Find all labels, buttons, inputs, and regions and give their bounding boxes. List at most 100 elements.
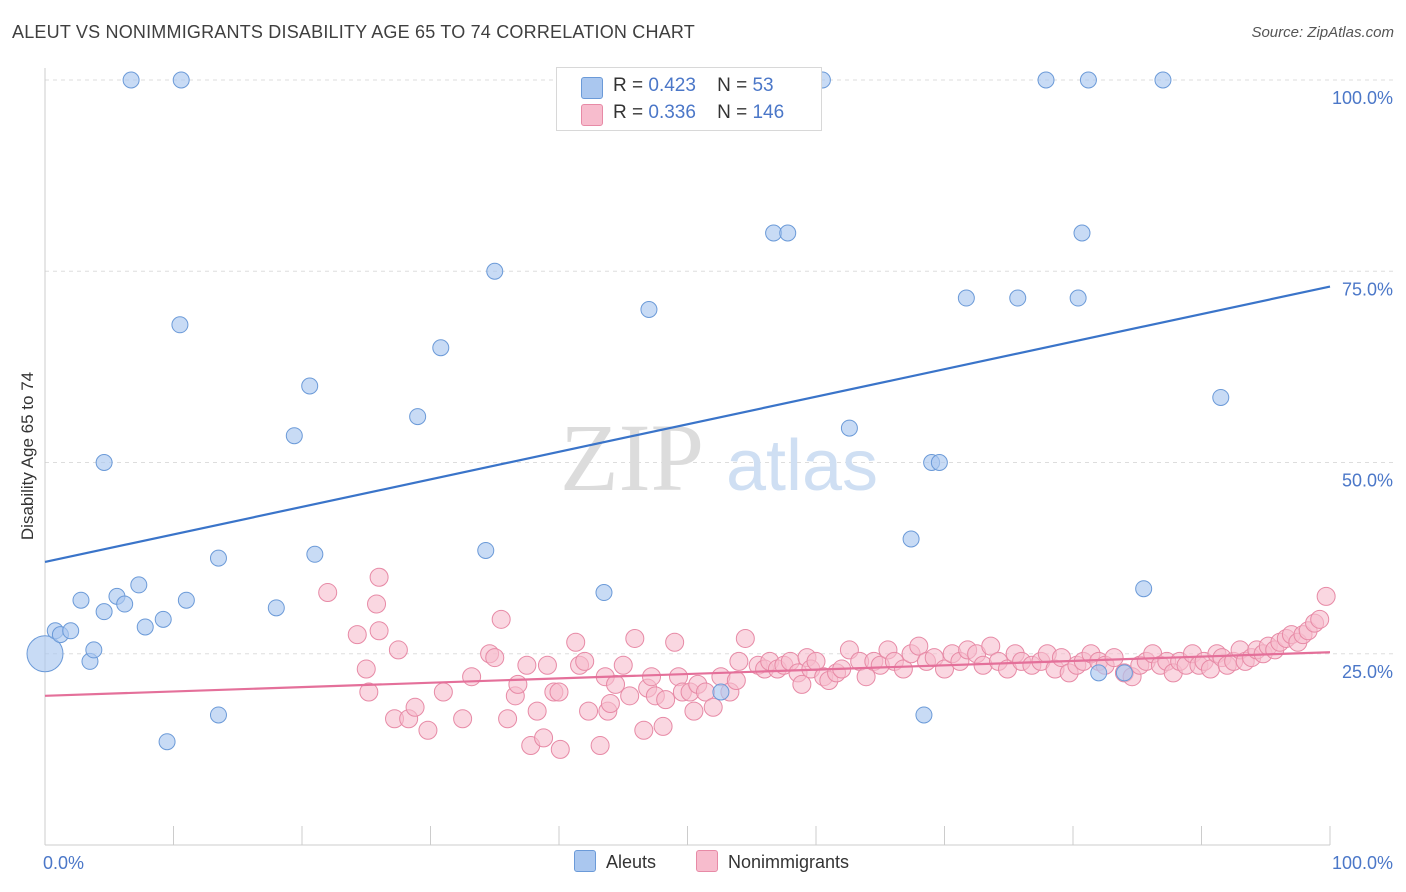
aleuts-point xyxy=(1154,71,1172,89)
aleuts-point xyxy=(1115,664,1133,682)
nonimmigrants-point xyxy=(653,716,673,736)
nonimmigrants-point xyxy=(537,655,557,675)
aleuts-point xyxy=(301,377,319,395)
watermark-atlas: atlas xyxy=(726,426,878,506)
nonimmigrants-point xyxy=(318,583,338,603)
x-tick-label-min: 0.0% xyxy=(43,853,84,873)
aleuts-point xyxy=(930,454,948,471)
correlation-legend: R = 0.423 N = 53 R = 0.336 N = 146 xyxy=(556,67,822,131)
aleuts-point xyxy=(432,339,450,357)
aleuts-point xyxy=(595,584,613,602)
aleuts-point xyxy=(765,224,783,242)
bottom-legend-nonimmigrants: Nonimmigrants xyxy=(696,850,849,873)
chart-source: Source: ZipAtlas.com xyxy=(1251,24,1394,41)
nonimmigrants-point xyxy=(981,636,1001,656)
nonimmigrants-point xyxy=(517,655,537,675)
aleuts-point xyxy=(158,733,176,751)
aleuts-point xyxy=(1090,664,1108,682)
y-tick-label: 75.0% xyxy=(1342,279,1393,299)
r-value-nonimmigrants: 0.336 xyxy=(648,102,696,123)
aleuts-trend-line xyxy=(44,285,1331,564)
nonimmigrants-point xyxy=(527,701,547,721)
aleuts-point xyxy=(1073,224,1091,242)
nonimmigrants-point xyxy=(665,632,685,652)
y-tick-label: 25.0% xyxy=(1342,662,1393,682)
n-label: N = xyxy=(717,102,748,123)
nonimmigrants-point xyxy=(388,640,408,660)
nonimmigrants-point xyxy=(356,659,376,679)
axes xyxy=(44,68,1331,846)
aleuts-point xyxy=(267,599,285,617)
grid-lines xyxy=(45,79,1395,655)
aleuts-point xyxy=(122,71,140,89)
nonimmigrants-point xyxy=(498,709,518,729)
nonimmigrants-point xyxy=(418,720,438,740)
aleuts-point xyxy=(154,610,172,628)
aleuts-point xyxy=(26,635,64,673)
aleuts-point xyxy=(779,224,797,242)
nonimmigrants-point xyxy=(620,686,640,706)
n-label: N = xyxy=(717,75,748,96)
aleuts-point xyxy=(915,706,933,724)
aleuts-point xyxy=(1069,289,1087,307)
nonimmigrants-point xyxy=(625,628,645,648)
aleuts-point xyxy=(1037,71,1055,89)
bottom-legend-aleuts: Aleuts xyxy=(574,850,656,873)
aleuts-legend-label: Aleuts xyxy=(606,852,657,872)
aleuts-point xyxy=(306,545,324,563)
aleuts-point xyxy=(136,618,154,636)
nonimmigrants-point xyxy=(909,636,929,656)
nonimmigrants-legend-label: Nonimmigrants xyxy=(728,852,850,872)
nonimmigrants-trend-line xyxy=(44,651,1331,697)
nonimmigrants-point xyxy=(656,690,676,710)
aleuts-point xyxy=(62,622,80,640)
nonimmigrants-point xyxy=(893,659,913,679)
r-label: R = xyxy=(613,75,644,96)
nonimmigrants-point xyxy=(575,651,595,671)
aleuts-point xyxy=(285,427,303,445)
nonimmigrants-point xyxy=(549,682,569,702)
nonimmigrants-point xyxy=(642,667,662,687)
y-tick-label: 50.0% xyxy=(1342,471,1393,491)
chart-title: ALEUT VS NONIMMIGRANTS DISABILITY AGE 65… xyxy=(12,22,695,42)
aleuts-point xyxy=(486,262,504,280)
aleuts-point xyxy=(172,71,190,89)
nonimmigrants-point xyxy=(369,567,389,587)
nonimmigrants-legend-swatch xyxy=(696,850,718,872)
y-tick-label: 100.0% xyxy=(1332,88,1393,108)
nonimmigrants-point xyxy=(729,651,749,671)
nonimmigrants-point xyxy=(613,655,633,675)
nonimmigrants-point xyxy=(1310,609,1330,629)
r-value-aleuts: 0.423 xyxy=(648,75,696,96)
aleuts-point xyxy=(1135,580,1153,598)
nonimmigrants-point xyxy=(534,728,554,748)
nonimmigrants-point xyxy=(491,609,511,629)
series-nonimmigrants xyxy=(318,567,1336,759)
nonimmigrants-point xyxy=(433,682,453,702)
nonimmigrants-point xyxy=(579,701,599,721)
nonimmigrants-point xyxy=(1104,648,1124,668)
nonimmigrants-point xyxy=(703,697,723,717)
aleuts-point xyxy=(477,541,495,559)
aleuts-point xyxy=(957,289,975,307)
nonimmigrants-point xyxy=(1316,586,1336,606)
nonimmigrants-point xyxy=(634,720,654,740)
aleuts-point xyxy=(95,454,113,471)
aleuts-point xyxy=(72,591,90,609)
nonimmigrants-point xyxy=(590,736,610,756)
aleuts-swatch xyxy=(581,77,603,99)
aleuts-point xyxy=(171,316,189,334)
nonimmigrants-point xyxy=(606,674,626,694)
x-tick-label-max: 100.0% xyxy=(1332,853,1393,873)
series-aleuts xyxy=(26,71,1230,751)
nonimmigrants-point xyxy=(405,697,425,717)
nonimmigrants-point xyxy=(792,674,812,694)
watermark-zip: ZIP xyxy=(560,404,704,511)
nonimmigrants-point xyxy=(359,682,379,702)
aleuts-point xyxy=(177,591,195,609)
nonimmigrants-point xyxy=(508,674,528,694)
aleuts-point xyxy=(209,706,227,724)
nonimmigrants-point xyxy=(550,739,570,759)
nonimmigrants-point xyxy=(600,693,620,713)
